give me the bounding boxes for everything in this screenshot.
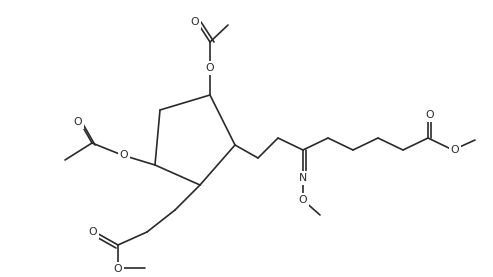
Text: O: O bbox=[299, 195, 307, 205]
Text: O: O bbox=[451, 145, 459, 155]
Text: O: O bbox=[120, 150, 128, 160]
Text: O: O bbox=[89, 227, 97, 237]
Text: O: O bbox=[191, 17, 199, 27]
Text: N: N bbox=[299, 173, 307, 183]
Text: O: O bbox=[206, 63, 214, 73]
Text: O: O bbox=[114, 264, 122, 274]
Text: O: O bbox=[73, 117, 82, 127]
Text: O: O bbox=[425, 110, 434, 120]
